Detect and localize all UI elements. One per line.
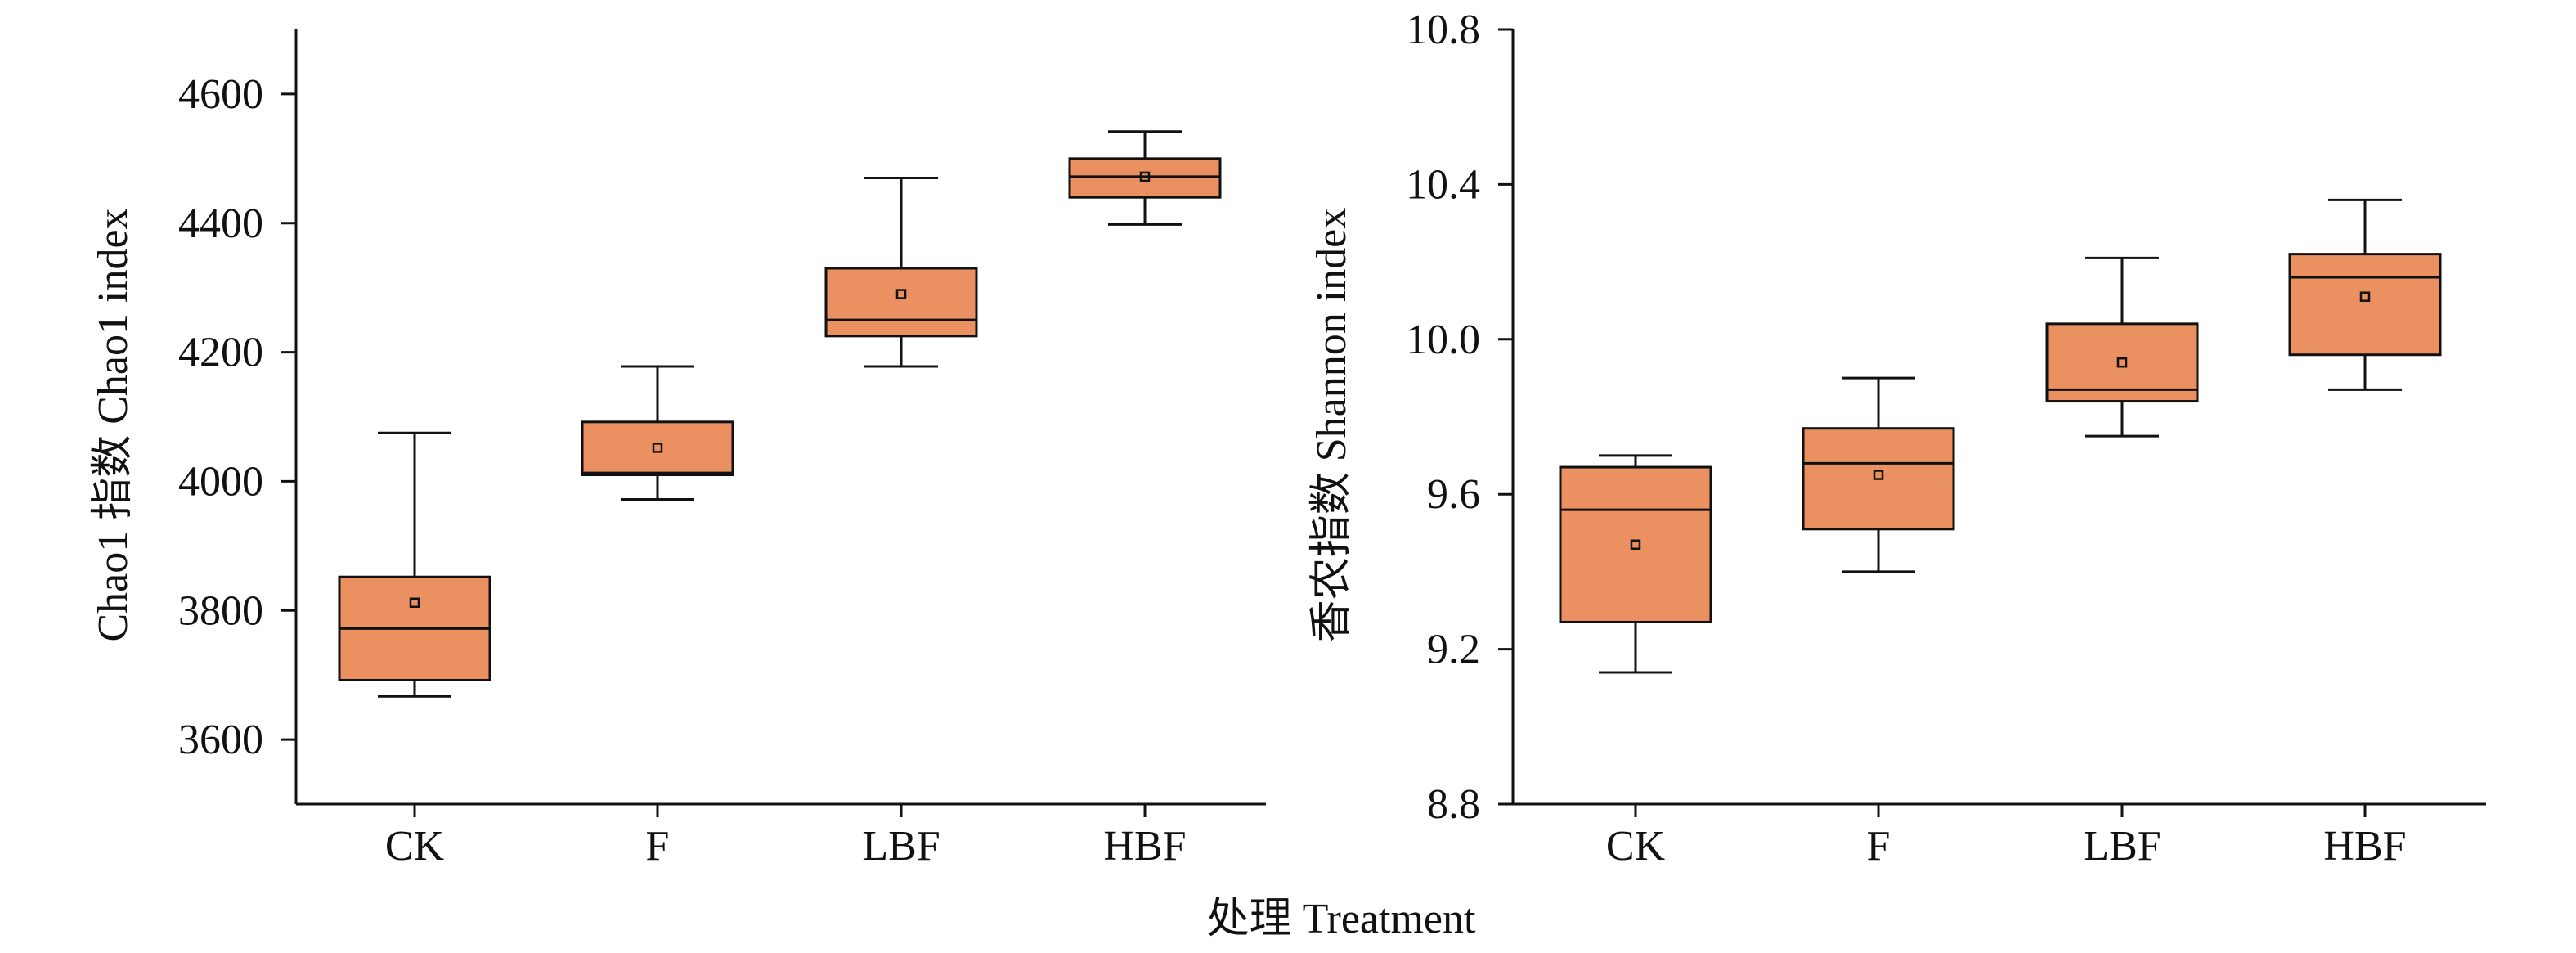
mean-marker bbox=[1630, 539, 1641, 551]
y-tick-label: 10.4 bbox=[1406, 161, 1480, 208]
x-tick-label: CK bbox=[385, 823, 445, 870]
x-tick-label: CK bbox=[1606, 823, 1666, 870]
y-tick-label: 8.8 bbox=[1427, 781, 1480, 828]
iqr-box bbox=[2288, 253, 2442, 357]
box-ck bbox=[1559, 454, 1712, 674]
iqr-box bbox=[581, 420, 734, 477]
mean-marker bbox=[1873, 470, 1884, 480]
box-f bbox=[581, 365, 734, 501]
box-lbf bbox=[824, 177, 978, 368]
chao1-panel: 3600 3800 4000 4200 4400 4600 CK F LBF HBF Chao1 指… bbox=[90, 29, 1266, 870]
y-tick-label: 4400 bbox=[178, 200, 263, 247]
y-tick-label: 4600 bbox=[178, 71, 263, 118]
box-hbf bbox=[2288, 198, 2442, 391]
x-tick-label: F bbox=[646, 823, 670, 870]
x-tick-label: HBF bbox=[2323, 823, 2406, 870]
y-axis-title: 香农指数 Shannon index bbox=[1308, 208, 1355, 643]
box-lbf bbox=[2045, 256, 2199, 438]
box-f bbox=[1802, 376, 1955, 573]
iqr-box bbox=[1559, 465, 1712, 623]
iqr-box bbox=[2045, 322, 2199, 403]
iqr-box bbox=[1068, 157, 1222, 199]
shannon-panel: 8.8 9.2 9.6 10.0 10.4 10.8 CK F LBF HBF 香农指数 Shann… bbox=[1308, 7, 2486, 870]
x-tick-label: HBF bbox=[1103, 823, 1186, 870]
y-tick-label: 10.8 bbox=[1406, 7, 1480, 53]
box-ck bbox=[338, 431, 491, 698]
y-tick-label: 9.6 bbox=[1427, 471, 1480, 518]
y-tick-label: 9.2 bbox=[1427, 627, 1480, 673]
y-axis-title: Chao1 指数 Chao1 index bbox=[90, 208, 137, 641]
mean-marker bbox=[2359, 291, 2371, 302]
shared-x-axis-title: 处理 Treatment bbox=[1207, 896, 1476, 942]
y-tick-label: 4000 bbox=[178, 458, 263, 505]
y-tick-label: 10.0 bbox=[1406, 317, 1480, 363]
box-hbf bbox=[1068, 130, 1222, 226]
mean-marker bbox=[895, 289, 907, 299]
y-tick-label: 4200 bbox=[178, 330, 263, 376]
x-tick-label: LBF bbox=[2083, 823, 2161, 870]
mean-marker bbox=[652, 443, 663, 453]
y-tick-label: 3600 bbox=[178, 717, 263, 763]
x-tick-label: LBF bbox=[862, 823, 940, 870]
x-tick-label: F bbox=[1867, 823, 1891, 870]
iqr-box bbox=[824, 267, 978, 338]
mean-marker bbox=[2116, 357, 2128, 368]
mean-marker bbox=[1139, 171, 1151, 182]
mean-marker bbox=[409, 597, 420, 609]
y-tick-label: 3800 bbox=[178, 587, 263, 634]
